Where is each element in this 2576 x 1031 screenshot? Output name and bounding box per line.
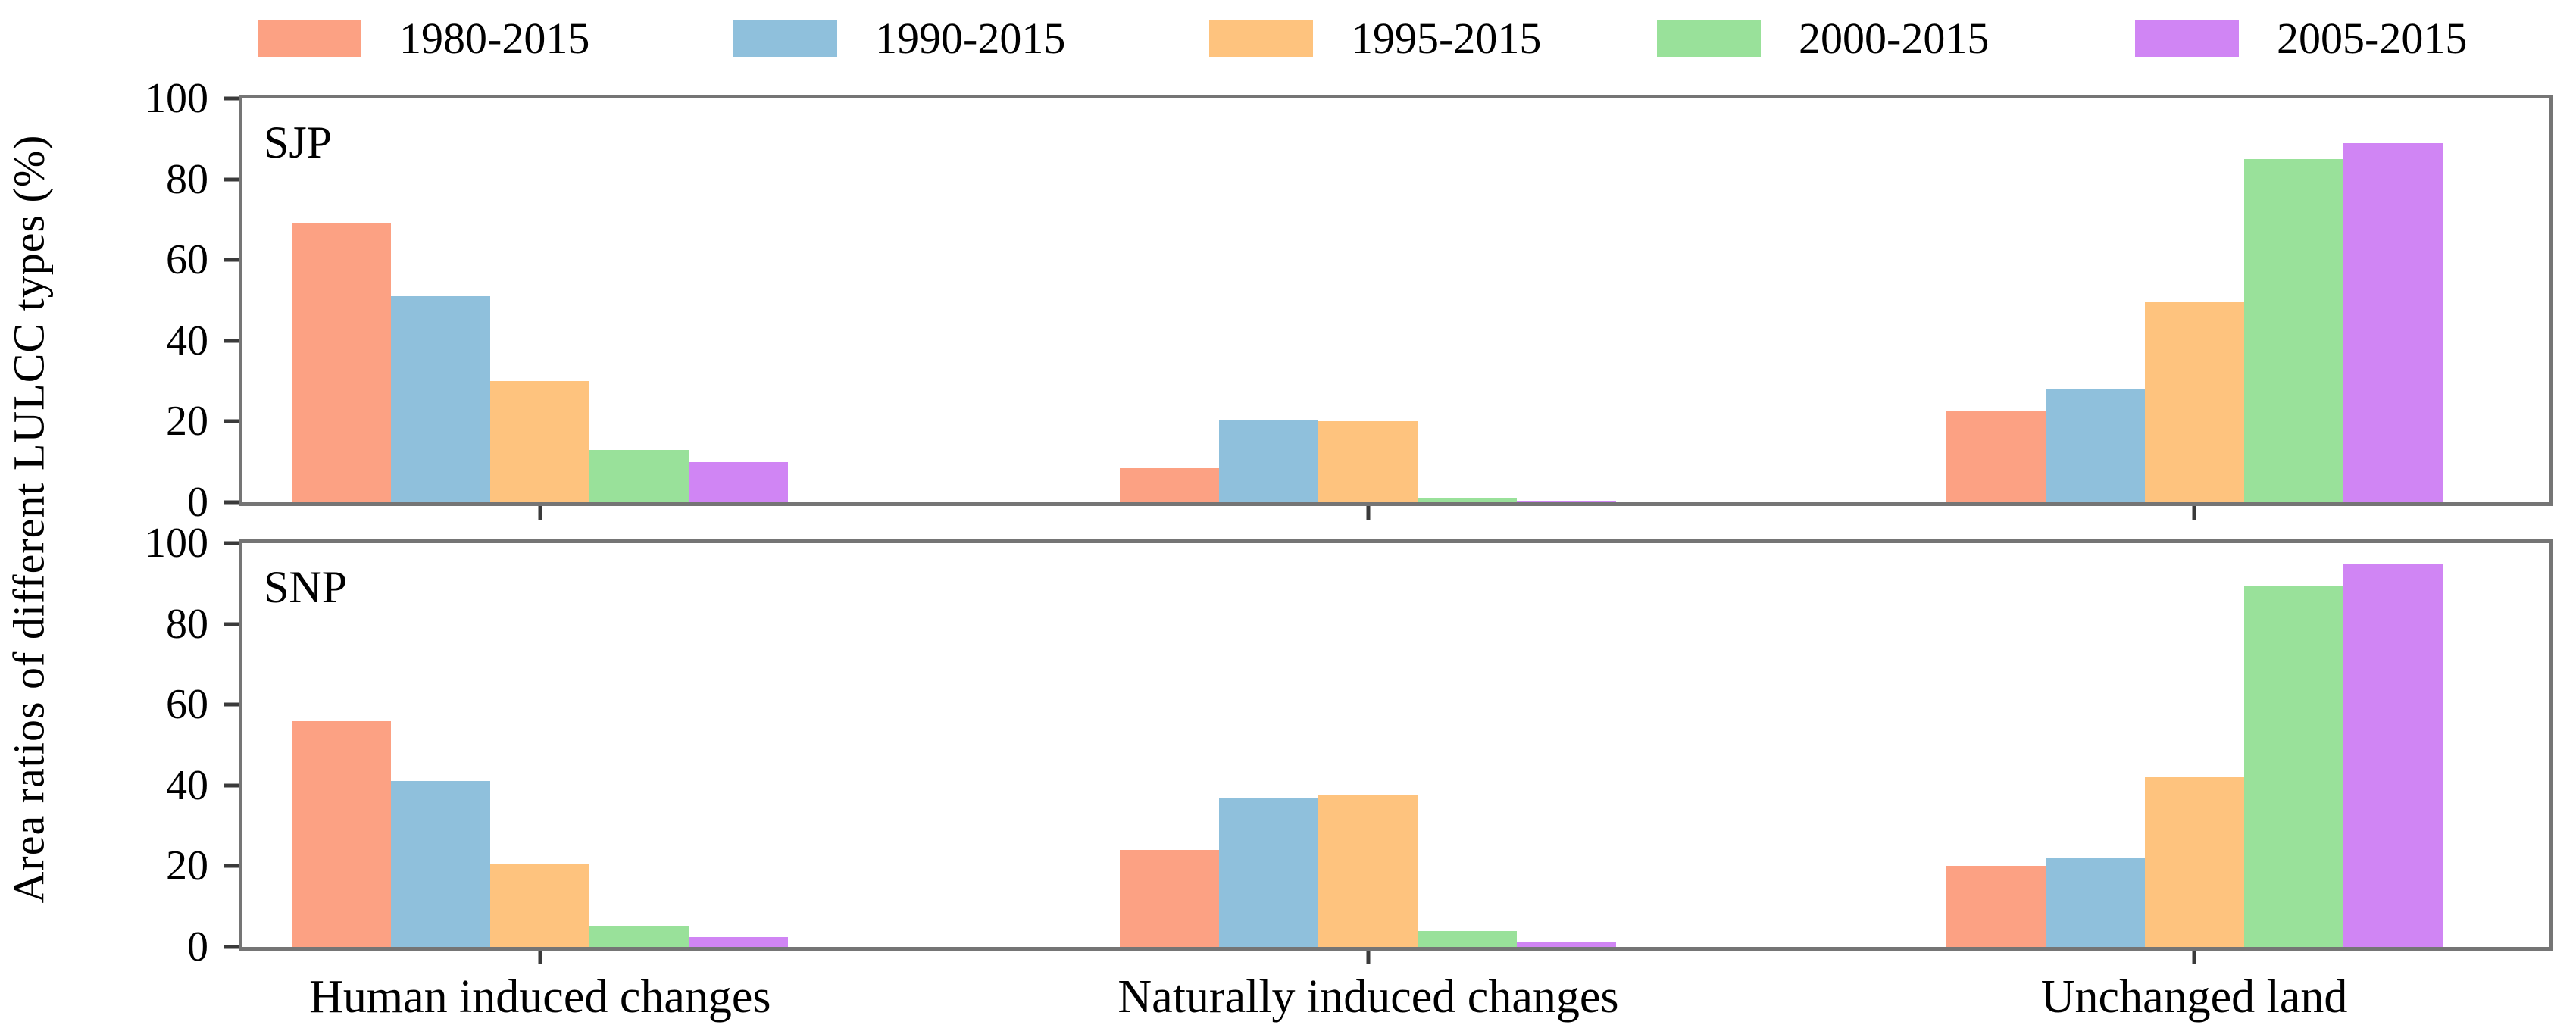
y-tick-mark xyxy=(224,500,239,505)
x-axis-category-label: Human induced changes xyxy=(309,971,771,1023)
y-tick-mark xyxy=(224,541,239,545)
bar xyxy=(1946,411,2046,502)
bar xyxy=(2343,563,2443,947)
bar xyxy=(1318,421,1418,502)
legend-item: 1980-2015 xyxy=(258,17,589,61)
legend-label: 2000-2015 xyxy=(1799,14,1990,63)
y-tick-label: 60 xyxy=(166,681,208,729)
bar xyxy=(1318,795,1418,947)
y-tick-label: 20 xyxy=(166,842,208,890)
legend-swatch xyxy=(258,20,361,57)
y-tick-mark xyxy=(224,622,239,626)
bar xyxy=(2243,585,2343,947)
y-axis-label: Area ratios of different LULCC types (%) xyxy=(4,134,54,904)
legend-swatch xyxy=(1209,20,1313,57)
legend-swatch xyxy=(2135,20,2239,57)
bar xyxy=(1219,797,1319,947)
y-tick-mark xyxy=(224,258,239,262)
y-tick-mark xyxy=(224,864,239,868)
bar xyxy=(2045,858,2145,947)
legend: 1980-2015 1990-2015 1995-2015 2000-2015 2005… xyxy=(0,0,2576,83)
legend-swatch xyxy=(733,20,837,57)
bar xyxy=(589,449,689,502)
panel-tag: SJP xyxy=(264,117,333,167)
x-tick-mark xyxy=(2192,506,2196,520)
y-tick-mark xyxy=(224,783,239,788)
bar xyxy=(391,781,491,947)
bar xyxy=(2243,158,2343,502)
bar xyxy=(490,864,590,947)
legend-label: 1990-2015 xyxy=(875,14,1066,63)
y-tick-mark xyxy=(224,96,239,101)
bar xyxy=(1418,930,1518,947)
bar xyxy=(1946,866,2046,947)
bar xyxy=(490,381,590,502)
y-tick-mark xyxy=(224,945,239,949)
bar xyxy=(689,461,789,502)
y-tick-mark xyxy=(224,177,239,182)
y-tick-mark xyxy=(224,702,239,707)
bar xyxy=(2144,302,2244,502)
x-tick-mark xyxy=(2192,951,2196,964)
y-tick-label: 20 xyxy=(166,398,208,445)
legend-label: 1995-2015 xyxy=(1351,14,1542,63)
y-tick-mark xyxy=(224,339,239,343)
bar xyxy=(292,720,392,947)
legend-item: 2005-2015 xyxy=(2135,17,2467,61)
y-tick-label: 80 xyxy=(166,600,208,648)
bar xyxy=(689,936,789,947)
x-tick-mark xyxy=(1366,951,1371,964)
panel-snp: SNP 0 20 40 60 80 100 xyxy=(145,522,2553,968)
bar xyxy=(2144,777,2244,947)
y-tick-label: 100 xyxy=(145,520,208,567)
bar xyxy=(2045,389,2145,502)
bar xyxy=(589,926,689,947)
legend-label: 2005-2015 xyxy=(2277,14,2468,63)
legend-swatch xyxy=(1657,20,1761,57)
legend-item: 2000-2015 xyxy=(1657,17,1989,61)
bar xyxy=(1517,942,1617,947)
legend-item: 1990-2015 xyxy=(733,17,1065,61)
y-tick-label: 0 xyxy=(187,479,208,526)
x-tick-mark xyxy=(538,951,542,964)
bar xyxy=(1120,467,1220,502)
bar xyxy=(292,223,392,502)
y-tick-label: 80 xyxy=(166,155,208,203)
bar xyxy=(1517,500,1617,502)
bar xyxy=(1120,850,1220,947)
y-tick-label: 100 xyxy=(145,75,208,122)
legend-item: 1995-2015 xyxy=(1209,17,1541,61)
y-tick-mark xyxy=(224,419,239,423)
x-tick-mark xyxy=(538,506,542,520)
legend-label: 1980-2015 xyxy=(399,14,590,63)
y-tick-label: 0 xyxy=(187,923,208,970)
y-tick-label: 60 xyxy=(166,236,208,284)
bar xyxy=(1219,419,1319,502)
y-tick-label: 40 xyxy=(166,317,208,364)
x-axis-category-label: Naturally induced changes xyxy=(1118,971,1619,1023)
bar xyxy=(2343,142,2443,502)
bar xyxy=(1418,498,1518,502)
panel-sjp: SJP 0 20 40 60 80 100 xyxy=(145,77,2553,523)
panel-tag: SNP xyxy=(264,562,348,612)
bar xyxy=(391,296,491,502)
x-tick-mark xyxy=(1366,506,1371,520)
y-tick-label: 40 xyxy=(166,761,208,809)
x-axis-category-label: Unchanged land xyxy=(2040,971,2348,1023)
